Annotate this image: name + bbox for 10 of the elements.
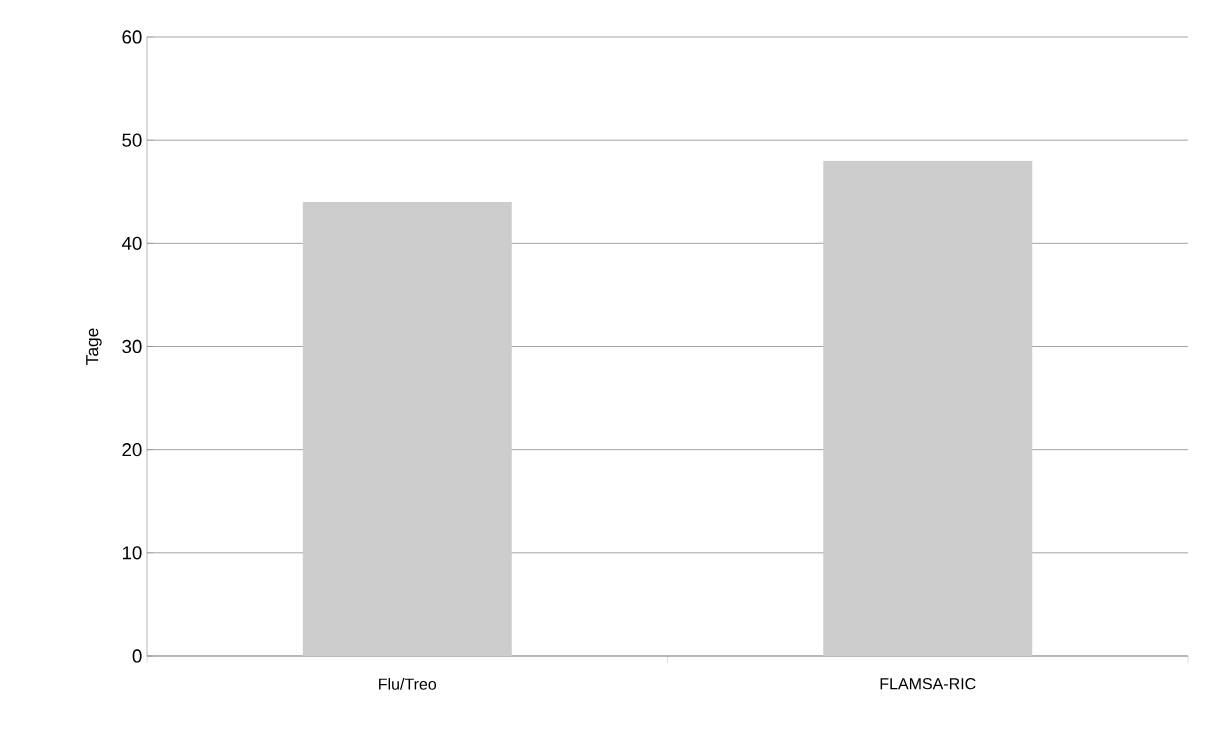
y-tick-label: 50 [122,133,142,147]
x-tick-label: FLAMSA-RIC [880,678,976,690]
x-tick-label: Flu/Treo [379,678,437,690]
y-tick-label: 60 [122,30,142,44]
y-axis-title: Tage [86,328,102,365]
y-tick-label: 10 [122,546,142,560]
y-tick-label: 30 [122,339,142,354]
y-tick-label: 0 [132,649,142,663]
y-tick-label: 20 [122,443,142,457]
y-tick-label: 40 [121,236,142,250]
